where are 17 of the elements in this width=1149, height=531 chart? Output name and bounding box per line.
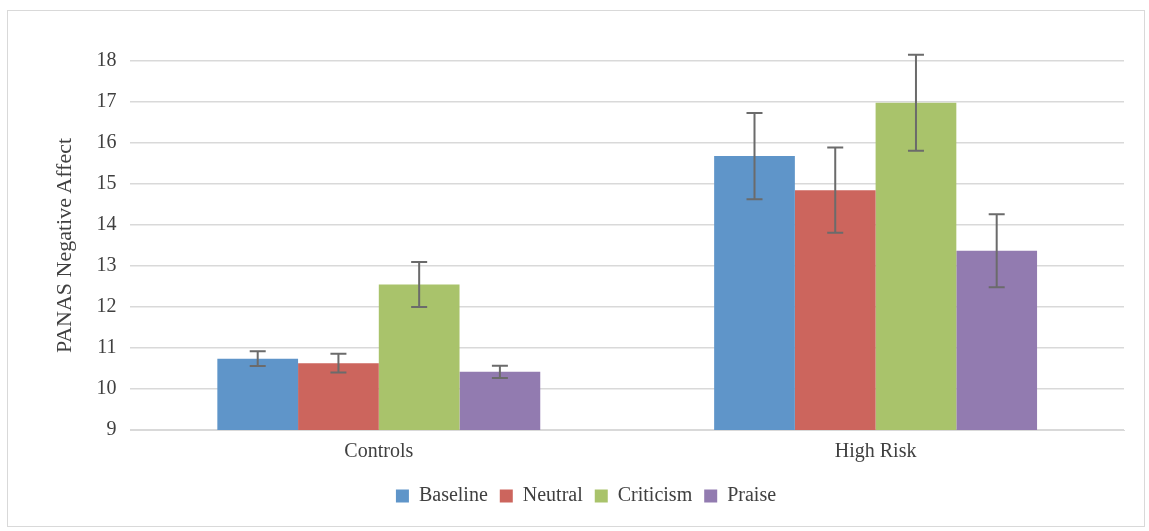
x-tick-label: Controls	[344, 439, 414, 462]
y-tick-label: 12	[96, 294, 117, 317]
y-tick-label: 17	[96, 89, 117, 112]
y-tick-label: 9	[106, 417, 117, 440]
y-axis-title: PANAS Negative Affect	[50, 137, 76, 354]
y-tick-label: 14	[96, 212, 117, 235]
legend-label: Baseline	[418, 483, 488, 506]
y-tick-label: 16	[96, 130, 117, 153]
x-tick-label: High Risk	[834, 439, 917, 463]
legend-label: Criticism	[617, 483, 693, 506]
y-tick-label: 13	[96, 253, 117, 276]
y-tick-label: 11	[97, 335, 117, 358]
legend-label: Praise	[727, 483, 777, 506]
y-tick-label: 10	[96, 376, 117, 399]
y-tick-label: 15	[96, 171, 117, 194]
y-tick-label: 18	[96, 48, 117, 71]
legend-label: Neutral	[522, 483, 584, 506]
